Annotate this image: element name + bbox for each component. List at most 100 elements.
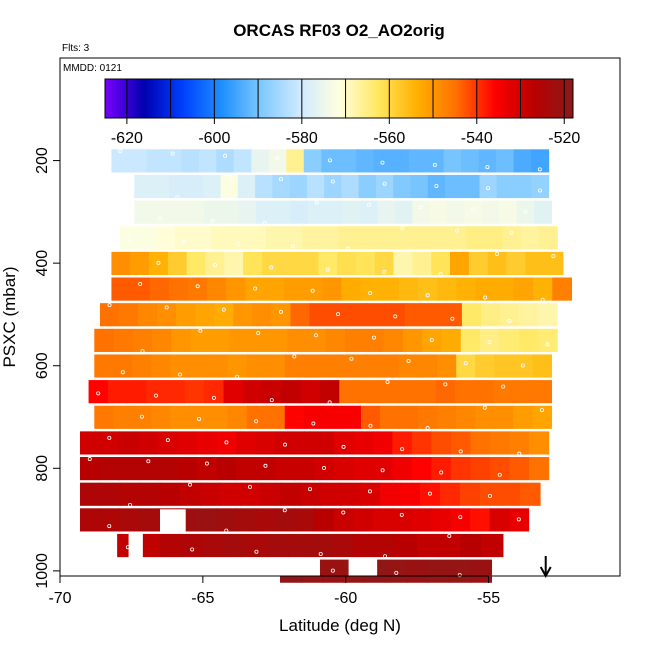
heatmap-cell [265, 226, 285, 250]
x-tick-label: -65 [191, 590, 214, 607]
sample-point [341, 510, 346, 515]
heatmap-cell [460, 533, 483, 558]
sample-point [327, 158, 332, 163]
heatmap-cell [176, 303, 196, 327]
colorbar-tick-label: -520 [548, 130, 580, 147]
heatmap-cell [333, 431, 354, 455]
heatmap-cell [353, 508, 374, 532]
heatmap-cell [531, 174, 550, 199]
heatmap-cell [456, 354, 476, 378]
heatmap-cell [341, 174, 360, 199]
heatmap-cell [216, 149, 235, 173]
heatmap-cell [339, 380, 360, 404]
sample-point [292, 354, 297, 359]
heatmap-cell [529, 431, 550, 455]
sample-point [165, 526, 170, 531]
heatmap-cell [138, 457, 159, 481]
heatmap-cell [470, 508, 491, 532]
heatmap-cell [509, 508, 530, 532]
heatmap-cell [393, 251, 413, 276]
heatmap-cell [138, 508, 159, 532]
sample-point [279, 177, 284, 182]
sample-point [382, 554, 387, 559]
heatmap-cell [146, 149, 165, 173]
sample-point [146, 459, 151, 464]
heatmap-cell [513, 149, 532, 173]
heatmap-cell [470, 559, 493, 583]
date-annotation: MMDD: 0121 [63, 63, 122, 74]
y-tick-label: 800 [34, 455, 51, 482]
heatmap-cell [132, 405, 153, 429]
heatmap-cell [531, 149, 550, 173]
heatmap-cell [383, 328, 404, 352]
sample-point [87, 457, 92, 462]
heatmap-cell [372, 508, 393, 532]
sample-point [419, 205, 424, 210]
sample-point [520, 363, 525, 368]
heatmap-cell [366, 303, 387, 327]
sample-point [156, 260, 161, 265]
heatmap-cell [281, 380, 302, 404]
heatmap-cell [255, 200, 274, 224]
heatmap-cell [160, 533, 183, 558]
heatmap-cells [80, 149, 573, 583]
sample-point [458, 515, 463, 520]
heatmap-cell [520, 226, 540, 250]
heatmap-cell [267, 533, 290, 558]
heatmap-cell [236, 508, 257, 532]
heatmap-cell [380, 405, 400, 429]
heatmap-cell [151, 174, 170, 199]
heatmap-cell [128, 149, 147, 173]
heatmap-cell [283, 277, 304, 301]
x-tick-label: -55 [477, 590, 500, 607]
heatmap-cell [395, 533, 418, 558]
heatmap-cell [80, 482, 101, 506]
heatmap-cell [283, 226, 303, 250]
sample-point [336, 312, 341, 317]
heatmap-cell [360, 482, 381, 506]
sample-point [164, 305, 169, 310]
heatmap-cell [119, 303, 139, 327]
heatmap-cell [202, 533, 225, 558]
heatmap-cell [393, 174, 412, 199]
heatmap-cell [320, 226, 340, 250]
heatmap-cell [168, 174, 187, 199]
sample-point [330, 179, 335, 184]
heatmap-cell [227, 354, 248, 378]
heatmap-cell [267, 328, 288, 352]
heatmap-cell [393, 226, 413, 250]
heatmap-cell [380, 482, 401, 506]
sample-point [190, 547, 195, 552]
heatmap-cell [240, 482, 261, 506]
heatmap-cell [290, 200, 309, 224]
heatmap-cell [360, 200, 379, 224]
heatmap-cell [532, 405, 553, 429]
heatmap-cell [345, 328, 365, 352]
sample-point [382, 269, 387, 274]
heatmap-cell [320, 482, 341, 506]
heatmap-cell [408, 149, 427, 173]
heatmap-cell [499, 328, 520, 352]
heatmap-cell [158, 457, 179, 481]
sample-point [429, 337, 434, 342]
heatmap-cell [494, 405, 514, 429]
heatmap-cell [340, 482, 361, 506]
heatmap-cell [138, 303, 158, 327]
sample-point [204, 461, 209, 466]
sample-point [487, 340, 492, 345]
heatmap-cell [248, 328, 269, 352]
heatmap-cell [435, 380, 456, 404]
heatmap-cell [198, 149, 217, 173]
sample-point [501, 384, 506, 389]
heatmap-cell [302, 226, 321, 250]
heatmap-cell [130, 251, 150, 276]
x-tick-label: -70 [48, 590, 71, 607]
sample-point [195, 284, 200, 289]
sample-point [545, 342, 550, 347]
heatmap-cell [99, 431, 120, 455]
heatmap-cell [375, 226, 394, 250]
heatmap-cell [475, 405, 495, 429]
heatmap-cell [255, 174, 273, 199]
heatmap-cell [255, 431, 276, 455]
sample-point [107, 303, 112, 308]
